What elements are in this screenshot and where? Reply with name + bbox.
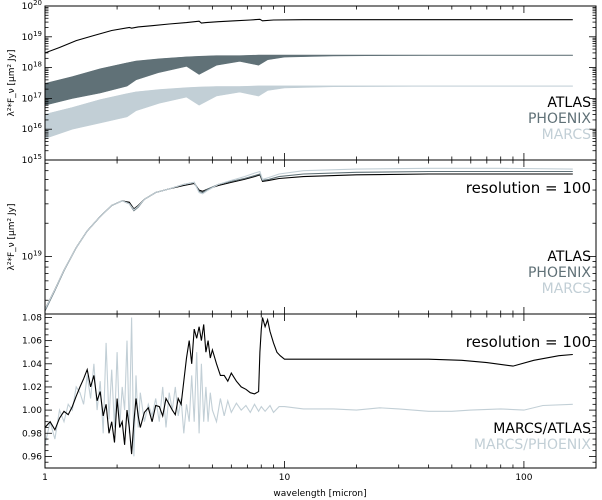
y-tick-label: 0.96 [22, 452, 42, 462]
x-tick-label: 10 [279, 473, 291, 483]
middle-legend-marcs: MARCS [542, 281, 591, 297]
bottom-series-group [45, 317, 573, 457]
middle-legend-phoenix: PHOENIX [528, 265, 591, 281]
top-x-ticks [44, 6, 597, 160]
top-legend-marcs: MARCS [542, 127, 591, 143]
panel-bottom: 0.96 0.98 1.00 1.02 1.04 1.06 1.08 1 10 100 reso… [22, 313, 597, 499]
middle-annotation: resolution = 100 [466, 179, 591, 197]
middle-y-axis-label: λ²*F_ν [μm² Jy] [7, 204, 17, 271]
series-band-marcs [45, 85, 573, 139]
bottom-legend-marcs-phoenix: MARCS/PHOENIX [474, 437, 592, 453]
y-tick-label: 1019 [22, 30, 42, 43]
y-tick-label: 1.08 [22, 313, 42, 323]
top-series-group [45, 18, 573, 139]
bottom-x-ticks: 1 10 100 [42, 314, 597, 483]
y-tick-label: 1016 [22, 122, 43, 135]
middle-x-ticks [44, 160, 597, 314]
series-line-marcs-atlas [45, 317, 573, 455]
y-tick-label: 1.06 [22, 337, 42, 347]
bottom-legend-marcs-atlas: MARCS/ATLAS [493, 421, 591, 437]
y-tick-label: 1015 [22, 153, 42, 166]
y-tick-label: 1018 [22, 61, 42, 74]
top-legend-phoenix: PHOENIX [528, 111, 591, 127]
series-line-atlas [45, 18, 573, 54]
y-tick-label: 1.04 [22, 360, 42, 370]
y-tick-label: 1020 [22, 0, 42, 12]
y-tick-label: 1019 [22, 249, 42, 262]
top-legend: ATLAS PHOENIX MARCS [528, 95, 591, 143]
series-line-marcs [45, 85, 573, 115]
y-tick-label: 1.02 [22, 383, 42, 393]
y-tick-label: 1017 [22, 91, 42, 104]
series-line-marcs [45, 167, 573, 310]
y-tick-label: 0.98 [22, 429, 42, 439]
bottom-annotation: resolution = 100 [466, 333, 591, 351]
middle-legend: ATLAS PHOENIX MARCS [528, 249, 591, 297]
top-y-axis-label: λ²*F_ν [μm² Jy] [7, 50, 17, 117]
panel-top: 1015 1016 1017 1018 1019 1020 λ²*F_ν [μm² Jy]… [7, 0, 597, 166]
series-line-marcs-phoenix [45, 317, 573, 457]
bottom-y-ticks: 0.96 0.98 1.00 1.02 1.04 1.06 1.08 [22, 313, 596, 469]
series-line-phoenix [45, 54, 573, 85]
bottom-legend: MARCS/ATLAS MARCS/PHOENIX [474, 421, 592, 453]
bottom-panel-frame [44, 313, 597, 469]
top-legend-atlas: ATLAS [547, 95, 591, 111]
x-axis-label: wavelength [micron] [273, 489, 366, 499]
x-tick-label: 1 [42, 473, 48, 483]
middle-series-group [45, 167, 573, 312]
middle-legend-atlas: ATLAS [547, 249, 591, 265]
x-tick-label: 100 [515, 473, 532, 483]
panel-middle: 1019 λ²*F_ν [μm² Jy] resolution = 100 AT… [7, 159, 597, 315]
y-tick-label: 1.00 [22, 406, 42, 416]
